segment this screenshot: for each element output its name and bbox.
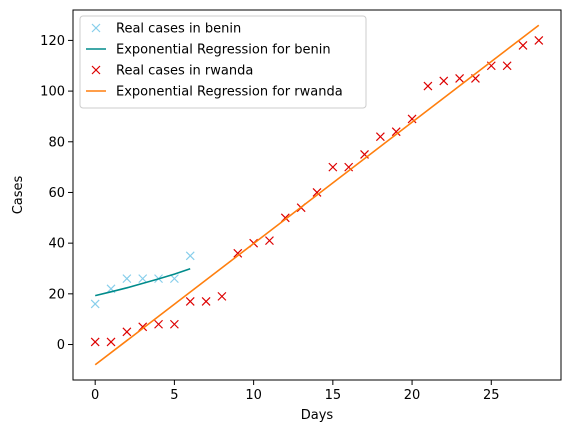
x-axis-ticks: 0 5 10 15 20 25: [91, 380, 500, 403]
data-point: [391, 127, 401, 137]
x-tick-label: 25: [483, 388, 500, 403]
legend-entry: Real cases in benin: [91, 22, 241, 37]
data-point: [407, 114, 417, 124]
legend-label: Real cases in benin: [116, 22, 241, 37]
data-point: [455, 74, 465, 83]
legend-marker-swatch: [91, 65, 101, 75]
legend-entry: Exponential Regression for rwanda: [86, 85, 343, 100]
data-point: [534, 35, 544, 45]
x-tick-label: 0: [91, 388, 99, 403]
data-point: [312, 188, 322, 197]
series-line: [95, 267, 191, 297]
x-tick-label: 20: [404, 388, 421, 403]
data-point: [185, 251, 195, 261]
data-point: [90, 299, 100, 309]
series-layer: [90, 24, 544, 366]
y-tick-label: 100: [40, 85, 65, 100]
series-0: [90, 251, 195, 309]
legend: Real cases in benin Exponential Regressio…: [79, 15, 367, 109]
legend-box: [79, 15, 367, 109]
data-point: [233, 248, 243, 258]
data-point: [138, 322, 148, 332]
data-point: [201, 297, 211, 306]
y-tick-label: 0: [57, 338, 65, 353]
legend-label: Exponential Regression for rwanda: [116, 85, 343, 100]
legend-label: Exponential Regression for benin: [116, 43, 331, 58]
y-tick-label: 40: [48, 237, 65, 252]
data-point: [344, 162, 354, 172]
y-tick-label: 120: [40, 34, 65, 49]
series-3: [94, 24, 540, 366]
x-tick-label: 15: [325, 388, 342, 403]
y-axis-ticks: 0 20 40 60 80 100 120: [40, 34, 73, 353]
legend-entry: Exponential Regression for benin: [86, 43, 331, 58]
y-tick-label: 20: [48, 287, 65, 302]
data-point: [169, 319, 179, 329]
data-point: [122, 274, 132, 284]
data-point: [328, 162, 338, 172]
data-point: [502, 61, 512, 71]
data-point: [185, 297, 195, 306]
y-tick-label: 60: [48, 186, 65, 201]
data-point: [518, 41, 528, 50]
x-tick-label: 5: [170, 388, 178, 403]
data-point: [122, 327, 132, 337]
data-point: [217, 291, 227, 301]
data-point: [375, 132, 385, 142]
y-axis-label: Cases: [11, 175, 26, 214]
data-point: [169, 274, 179, 284]
legend-entry: Real cases in rwanda: [91, 64, 253, 79]
series-1: [95, 267, 191, 297]
data-point: [439, 76, 449, 86]
legend-label: Real cases in rwanda: [116, 64, 253, 79]
data-point: [154, 319, 163, 329]
x-axis-label: Days: [301, 408, 334, 423]
data-point: [423, 81, 433, 91]
data-point: [90, 337, 100, 347]
y-tick-label: 80: [48, 135, 65, 150]
series-line: [94, 24, 540, 366]
legend-marker-swatch: [91, 23, 101, 33]
data-point: [138, 274, 148, 284]
data-point: [106, 337, 116, 347]
data-point: [265, 236, 274, 246]
x-tick-label: 10: [245, 388, 262, 403]
